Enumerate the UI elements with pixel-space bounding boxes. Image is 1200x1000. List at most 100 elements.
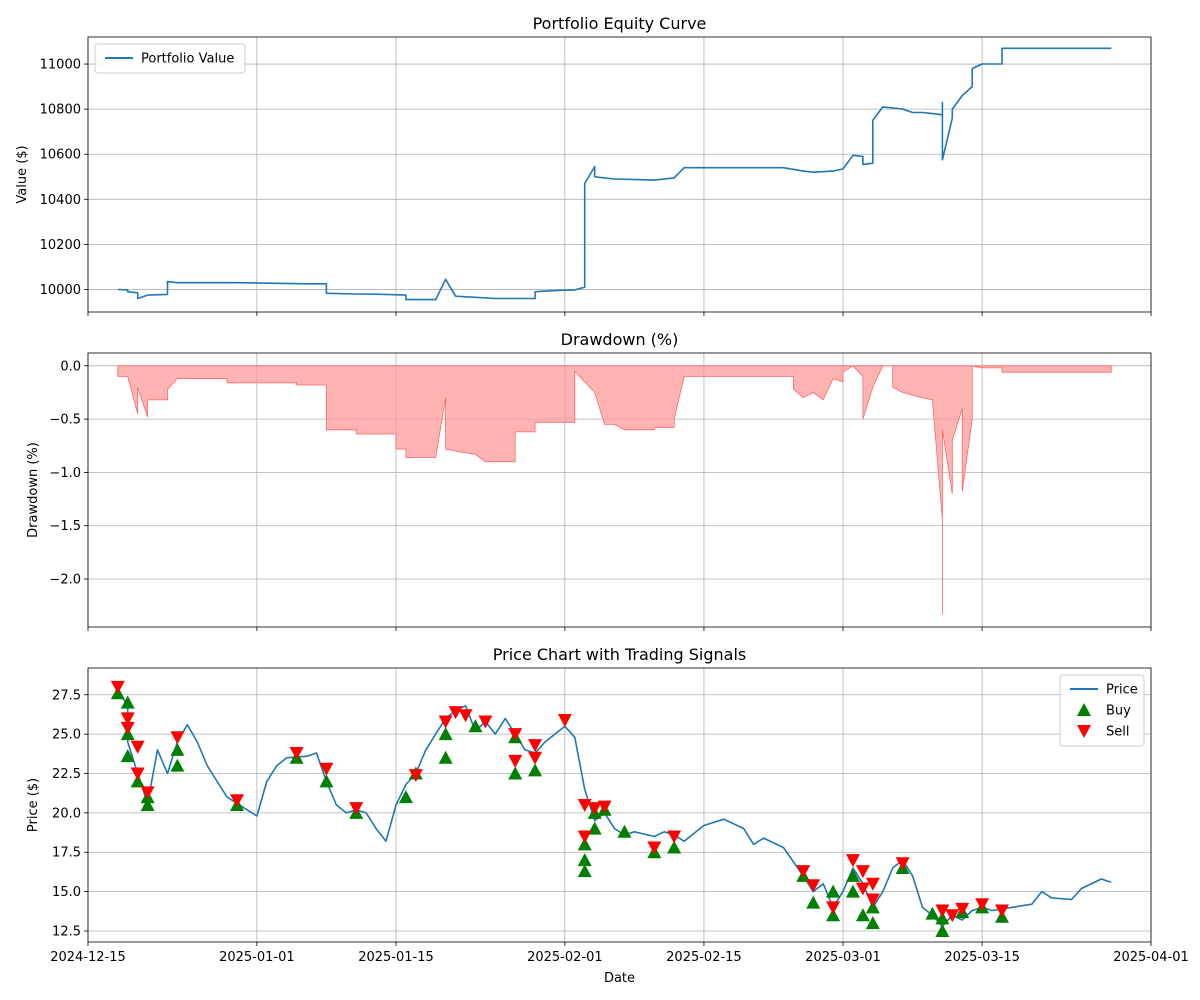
- series-line-price: [117, 689, 1112, 928]
- buy-marker: [170, 758, 185, 772]
- sell-marker: [935, 904, 950, 918]
- sell-marker: [508, 754, 523, 768]
- buy-marker: [170, 742, 185, 756]
- buy-marker: [667, 840, 682, 854]
- x-tick-label: 2025-01-01: [219, 950, 295, 965]
- buy-marker: [508, 766, 523, 780]
- sell-marker: [855, 882, 870, 896]
- x-tick-label: 2025-02-01: [527, 950, 603, 965]
- buy-marker: [120, 749, 135, 763]
- x-tick-label: 2025-04-01: [1113, 950, 1189, 965]
- sell-marker: [975, 898, 990, 912]
- sell-marker: [408, 769, 423, 783]
- sell-marker: [130, 740, 145, 754]
- sell-marker: [667, 830, 682, 844]
- y-tick-label: 22.5: [52, 767, 81, 782]
- sell-marker: [597, 800, 612, 814]
- buy-marker: [577, 853, 592, 867]
- x-tick-label: 2025-03-15: [944, 950, 1020, 965]
- sell-marker: [528, 751, 543, 765]
- plot-area: [110, 680, 1112, 937]
- y-tick-label: −1.5: [49, 519, 81, 534]
- legend: Price Buy Sell: [1059, 674, 1145, 747]
- y-tick-label: 17.5: [52, 846, 81, 861]
- sell-marker: [120, 712, 135, 726]
- sell-marker: [865, 877, 880, 891]
- y-tick-label: 10800: [40, 103, 81, 118]
- sell-marker: [170, 731, 185, 745]
- axes-frame: [87, 667, 1152, 943]
- legend-label: Price: [1106, 683, 1138, 698]
- drawdown-area: [117, 365, 1112, 615]
- y-tick-label: 15.0: [52, 885, 81, 900]
- sell-marker: [289, 747, 304, 761]
- sell-marker: [587, 802, 602, 816]
- sell-marker: [120, 721, 135, 735]
- y-tick-label: 12.5: [52, 924, 81, 939]
- legend-sell-marker: [1077, 725, 1091, 738]
- y-tick-label: −0.5: [49, 413, 81, 428]
- subplot-2: 0.0 −0.5 −1.0 −1.5 −2.0 Drawdown (%) Drawdown …: [26, 330, 1152, 631]
- buy-marker: [845, 884, 860, 898]
- sell-marker: [895, 857, 910, 871]
- buy-marker: [826, 908, 841, 922]
- buy-marker: [528, 763, 543, 777]
- buy-marker: [319, 774, 334, 788]
- sell-marker: [845, 854, 860, 868]
- buy-marker: [935, 911, 950, 925]
- sell-marker: [140, 786, 155, 800]
- y-tick-label: −1.0: [49, 466, 81, 481]
- sell-marker: [855, 865, 870, 879]
- sell-marker: [478, 715, 493, 729]
- plot-area: [117, 47, 1112, 301]
- sell-marker: [319, 762, 334, 776]
- subplot-title: Price Chart with Trading Signals: [493, 645, 746, 664]
- sell-marker: [577, 830, 592, 844]
- buy-marker: [438, 750, 453, 764]
- y-tick-label: 10200: [40, 238, 81, 253]
- buy-marker: [398, 790, 413, 804]
- sell-marker: [349, 802, 364, 816]
- x-tick-label: 2025-03-01: [805, 950, 881, 965]
- series-line-portfolio-value: [117, 47, 1112, 301]
- legend-label: Portfolio Value: [141, 52, 234, 67]
- x-axis-label: Date: [604, 971, 635, 986]
- sell-marker: [130, 767, 145, 781]
- y-tick-label: 11000: [40, 58, 81, 73]
- y-tick-label: 27.5: [52, 688, 81, 703]
- sell-marker: [458, 709, 473, 723]
- buy-marker: [438, 727, 453, 741]
- y-axis-label: Price ($): [26, 778, 41, 832]
- subplot-title: Portfolio Equity Curve: [533, 14, 707, 33]
- buy-marker: [935, 923, 950, 937]
- sell-marker: [508, 728, 523, 742]
- legend-label: Sell: [1106, 725, 1129, 740]
- sell-marker: [557, 713, 572, 727]
- sell-marker: [230, 794, 245, 808]
- buy-marker: [577, 864, 592, 878]
- y-tick-label: 20.0: [52, 806, 81, 821]
- x-tick-label: 2024-12-15: [50, 950, 126, 965]
- y-axis-label: Value ($): [15, 145, 30, 203]
- legend-buy-marker: [1077, 703, 1091, 716]
- y-tick-label: 10600: [40, 148, 81, 163]
- sell-marker: [994, 904, 1009, 918]
- sell-marker: [945, 909, 960, 923]
- x-tick-label: 2025-02-15: [666, 950, 742, 965]
- y-tick-label: 10400: [40, 193, 81, 208]
- buy-marker: [577, 837, 592, 851]
- buy-marker: [140, 798, 155, 811]
- y-tick-label: 0.0: [60, 359, 81, 374]
- sell-marker: [438, 715, 453, 729]
- plot-area: [117, 365, 1112, 615]
- axes-frame: [87, 352, 1152, 628]
- y-axis-label: Drawdown (%): [26, 442, 41, 538]
- buy-marker: [925, 906, 940, 920]
- buy-marker: [865, 900, 880, 914]
- subplot-1: 10000 10200 10400 10600 10800 11000 Portfolio …: [15, 14, 1152, 316]
- buy-marker: [855, 908, 870, 922]
- axes-frame: [87, 36, 1152, 313]
- y-tick-label: −2.0: [49, 573, 81, 588]
- buy-marker: [845, 868, 860, 882]
